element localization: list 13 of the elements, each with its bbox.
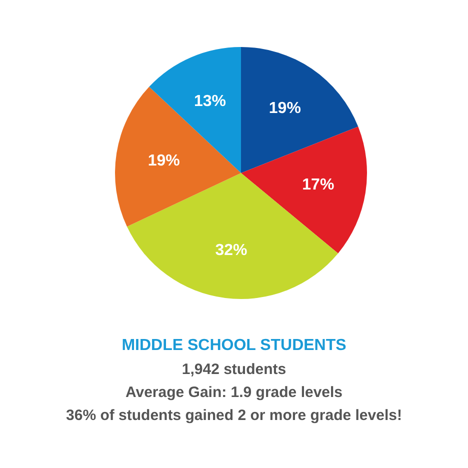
pie-slice <box>126 173 338 299</box>
text: MIDDLE SCHOOL STUDENTS <box>120 336 348 356</box>
data-label: 19% <box>148 152 180 170</box>
pie-slice <box>149 47 241 173</box>
pie-slice <box>241 47 358 173</box>
text: 1,942 students <box>180 360 288 380</box>
data-label: 32% <box>215 242 248 260</box>
data-label: 19% <box>268 100 301 117</box>
data-label: 17% <box>302 176 334 194</box>
text: 36% of students gained 2 or more grade levels! <box>65 406 403 426</box>
data-label: 13% <box>194 92 226 110</box>
text: Average Gain: 1.9 grade levels <box>124 383 344 403</box>
pie-slice <box>115 86 241 227</box>
